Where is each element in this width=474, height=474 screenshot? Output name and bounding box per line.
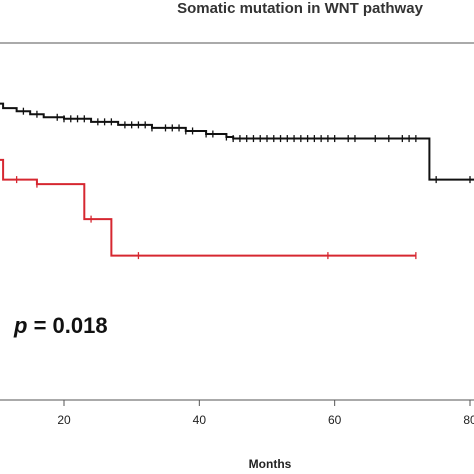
series-1 [0, 158, 417, 260]
x-tick-label: 20 [57, 413, 71, 427]
x-tick-label: 40 [193, 413, 207, 427]
x-tick-label: 60 [328, 413, 342, 427]
p-value-annotation: p = 0.018 [13, 313, 108, 338]
x-axis-label: Months [249, 457, 292, 471]
p-value: = 0.018 [27, 313, 107, 338]
p-symbol: p [13, 313, 27, 338]
x-tick-label: 80 [463, 413, 474, 427]
survival-line [0, 158, 416, 257]
chart-title: Somatic mutation in WNT pathway [177, 0, 424, 17]
series-0 [0, 102, 474, 184]
x-axis-ticks: 20 40 60 80 [57, 400, 474, 427]
survival-curves [0, 102, 474, 260]
